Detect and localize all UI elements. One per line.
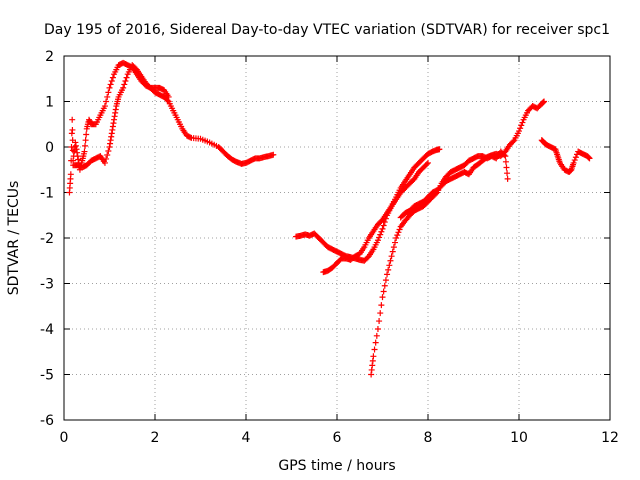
data-point (389, 248, 396, 255)
y-axis-label: SDTVAR / TECUs (6, 181, 22, 296)
data-point (385, 266, 392, 273)
y-tick-label: -2 (40, 231, 54, 247)
chart-title: Day 195 of 2016, Sidereal Day-to-day VTE… (44, 22, 610, 38)
data-point (380, 222, 387, 229)
data-point (376, 318, 383, 325)
data-point (82, 142, 89, 149)
data-point (67, 171, 74, 178)
data-point (586, 155, 593, 162)
y-tick-label: -6 (40, 413, 54, 429)
data-point (570, 159, 577, 166)
data-point (518, 122, 525, 129)
data-point (105, 147, 112, 154)
y-tick-label: 2 (45, 49, 54, 65)
y-tick-label: -5 (40, 368, 54, 384)
data-point (106, 84, 113, 91)
data-point (83, 131, 90, 138)
data-point (374, 237, 381, 244)
data-point (107, 81, 114, 88)
data-point (384, 271, 391, 278)
y-tick-label: -1 (40, 186, 54, 202)
data-point (510, 138, 517, 145)
x-tick-label: 10 (510, 430, 528, 446)
data-point (123, 74, 130, 81)
data-point (380, 288, 387, 295)
y-tick-label: -3 (40, 277, 54, 293)
data-point (381, 282, 388, 289)
data-point (109, 74, 116, 81)
data-point (425, 159, 431, 166)
x-tick-label: 0 (60, 430, 69, 446)
data-point (108, 78, 115, 85)
data-point (122, 78, 129, 85)
data-point (382, 277, 389, 284)
x-tick-label: 8 (424, 430, 433, 446)
data-point (378, 302, 385, 309)
data-point (120, 84, 127, 91)
data-point (396, 226, 403, 233)
data-point (504, 175, 511, 182)
data-point (503, 164, 510, 171)
data-point (390, 244, 397, 251)
y-tick-label: 0 (45, 140, 54, 156)
x-tick-label: 2 (151, 430, 160, 446)
data-point (541, 98, 548, 105)
data-point (517, 125, 524, 132)
data-point (379, 225, 386, 232)
data-point (393, 235, 400, 241)
data-point (165, 93, 172, 100)
x-tick-label: 12 (601, 430, 619, 446)
data-point (377, 310, 384, 317)
data-point (105, 89, 112, 96)
data-point (387, 257, 394, 264)
data-point (270, 151, 277, 158)
data-point (386, 262, 393, 269)
data-point (103, 98, 110, 105)
data-point (69, 126, 76, 133)
data-point (516, 128, 522, 135)
data-point (373, 332, 380, 339)
data-point (502, 158, 509, 165)
data-point (104, 93, 111, 100)
data-point (504, 170, 511, 177)
data-point (104, 151, 111, 158)
x-tick-label: 6 (333, 430, 342, 446)
data-point (101, 159, 108, 166)
data-point (388, 253, 395, 260)
data-point (81, 148, 88, 155)
data-point (69, 147, 76, 154)
data-point (101, 103, 108, 110)
data-point (436, 146, 443, 153)
grid (64, 56, 610, 420)
data-point (378, 228, 385, 235)
data-point (372, 339, 379, 346)
data-point (370, 353, 377, 360)
data-point (379, 294, 386, 301)
data-point (572, 154, 579, 161)
data-point (164, 97, 171, 104)
data-point (423, 161, 430, 168)
y-tick-label: -4 (40, 322, 54, 338)
data-point (571, 157, 578, 164)
y-tick-label: 1 (45, 95, 54, 111)
data-point (371, 346, 378, 353)
data-point (392, 239, 399, 246)
data-point (519, 119, 526, 126)
data-point (395, 229, 402, 236)
x-tick-label: 4 (242, 430, 251, 446)
data-point (394, 232, 401, 239)
data-point (121, 81, 128, 88)
data-point (376, 234, 383, 241)
data-point (103, 155, 110, 162)
data-point (374, 326, 381, 332)
data-point (69, 116, 76, 123)
data-point (82, 137, 89, 144)
data-points (66, 59, 593, 378)
x-axis-label: GPS time / hours (278, 458, 395, 474)
data-point (377, 231, 384, 238)
